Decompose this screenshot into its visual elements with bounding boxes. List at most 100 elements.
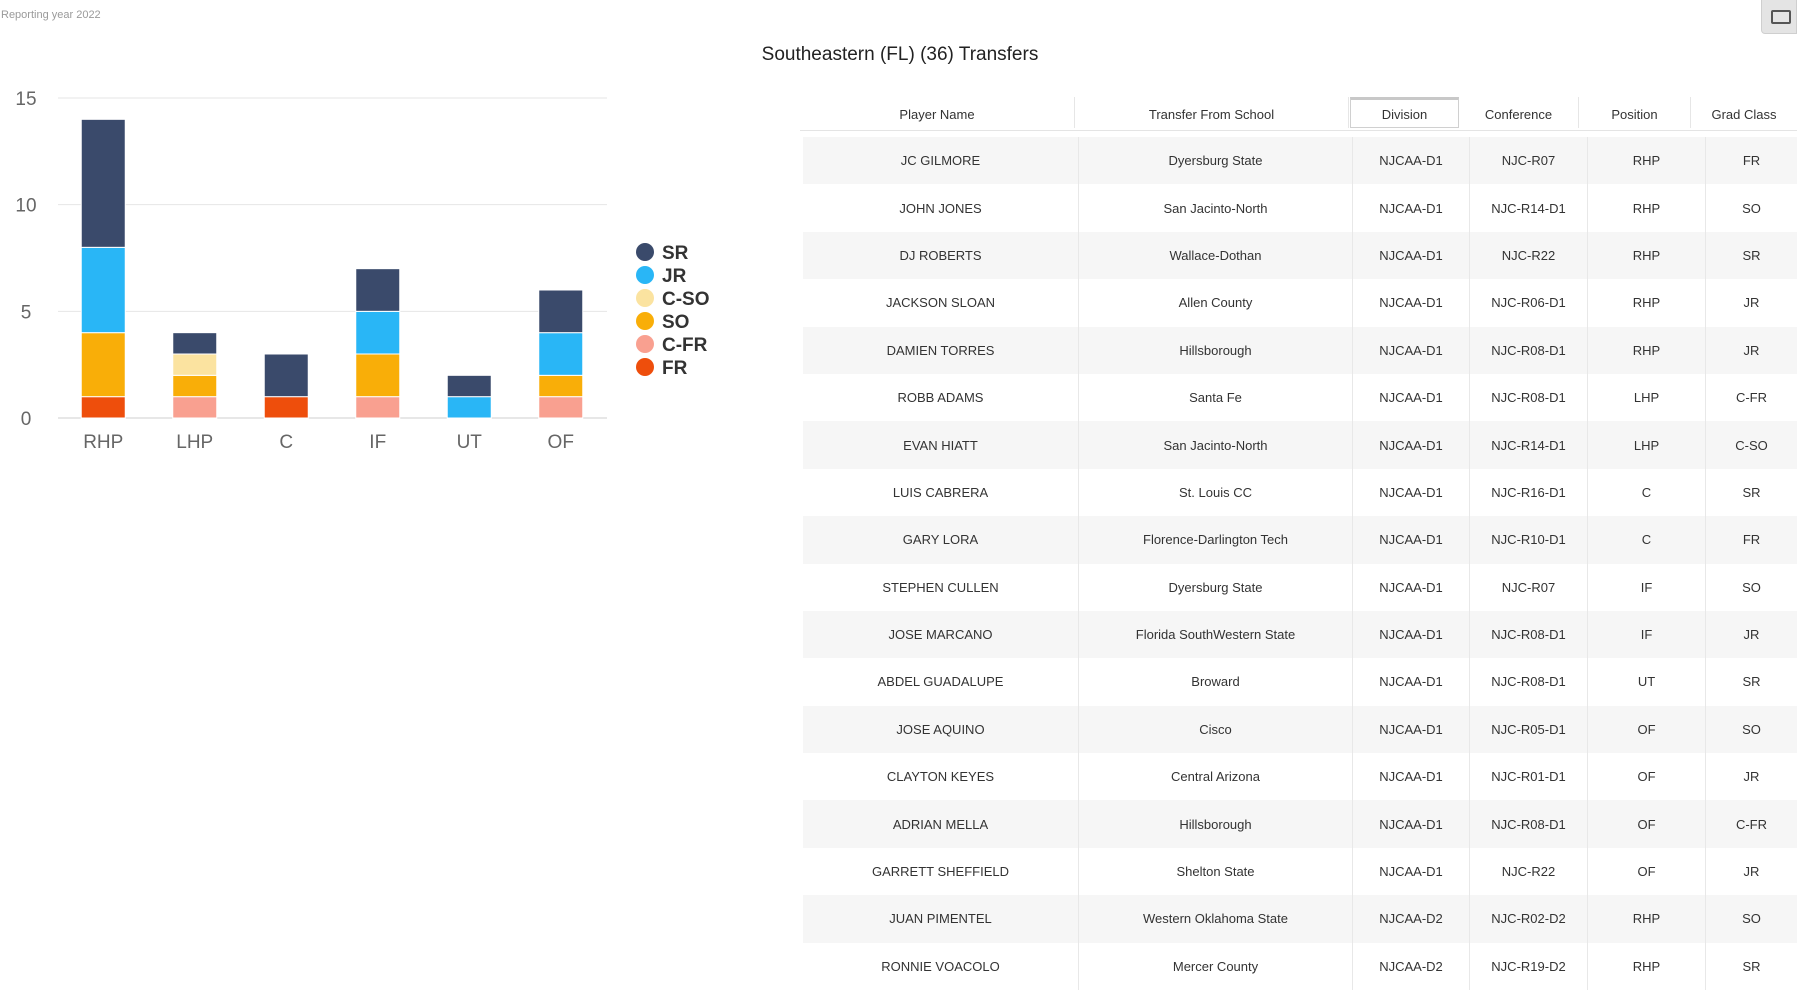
- division-cell: NJCAA-D1: [1353, 279, 1470, 327]
- legend-swatch: [636, 335, 654, 353]
- table-row[interactable]: JACKSON SLOAN Allen County NJCAA-D1 NJC-R06…: [803, 279, 1797, 327]
- school-cell: St. Louis CC: [1079, 468, 1353, 517]
- bar-segment-if-so[interactable]: [355, 353, 401, 398]
- table-row[interactable]: GARY LORA Florence-Darlington Tech NJCAA-D…: [803, 516, 1797, 564]
- division-cell: NJCAA-D1: [1353, 468, 1470, 517]
- bar-segment-rhp-sr[interactable]: [80, 118, 126, 248]
- transfers-table: Player Name Transfer From School Division C…: [800, 97, 1797, 993]
- grad-class-cell: SO: [1742, 721, 1761, 737]
- bar-segment-if-sr[interactable]: [355, 268, 401, 312]
- bar-segment-rhp-so[interactable]: [80, 332, 126, 398]
- table-row[interactable]: CLAYTON KEYES Central Arizona NJCAA-D1 NJC-…: [803, 753, 1797, 801]
- position-cell: RHP: [1588, 942, 1706, 991]
- bar-segment-rhp-jr[interactable]: [80, 246, 126, 334]
- division-cell: NJCAA-D1: [1353, 516, 1470, 564]
- grad-class-cell: C-FR: [1735, 816, 1768, 832]
- header-divider: [800, 130, 1797, 131]
- table-row[interactable]: GARRETT SHEFFIELD Shelton State NJCAA-D1 NJ…: [803, 847, 1797, 896]
- school-cell: Mercer County: [1079, 942, 1353, 991]
- legend-label: SR: [662, 243, 689, 264]
- table-row[interactable]: JOSE MARCANO Florida SouthWestern State NJ…: [803, 610, 1797, 659]
- legend-swatch: [636, 243, 654, 261]
- column-header-player-name[interactable]: Player Name: [800, 97, 1075, 128]
- player-name-cell: JC GILMORE: [803, 137, 1079, 185]
- bar-segment-if-jr[interactable]: [355, 310, 401, 355]
- player-name-cell: JOSE AQUINO: [803, 705, 1079, 754]
- grad-class-cell: SR: [1742, 484, 1761, 500]
- bar-segment-c-fr[interactable]: [263, 396, 309, 419]
- grad-class-cell: JR: [1743, 342, 1760, 358]
- table-row[interactable]: JOHN JONES San Jacinto-North NJCAA-D1 NJC-R…: [803, 184, 1797, 232]
- legend-item-c-so[interactable]: C-SO: [636, 289, 710, 310]
- division-cell: NJCAA-D1: [1353, 137, 1470, 185]
- division-cell: NJCAA-D1: [1353, 373, 1470, 422]
- conference-cell: NJC-R08-D1: [1470, 658, 1588, 706]
- conference-cell: NJC-R19-D2: [1470, 942, 1588, 991]
- column-header-position[interactable]: Position: [1579, 97, 1691, 128]
- position-cell: OF: [1588, 800, 1706, 848]
- legend-swatch: [636, 312, 654, 330]
- table-row[interactable]: EVAN HIATT San Jacinto-North NJCAA-D1 NJC-R…: [803, 421, 1797, 469]
- grad-class-cell: JR: [1743, 769, 1760, 785]
- legend-item-c-fr[interactable]: C-FR: [636, 335, 708, 356]
- bar-segment-lhp-c-fr[interactable]: [172, 396, 218, 419]
- table-row[interactable]: JOSE AQUINO Cisco NJCAA-D1 NJC-R05-D1 OF SO: [803, 705, 1797, 754]
- table-row[interactable]: RONNIE VOACOLO Mercer County NJCAA-D2 NJC-R…: [803, 942, 1797, 991]
- legend-item-fr[interactable]: FR: [636, 358, 688, 379]
- table-row[interactable]: DAMIEN TORRES Hillsborough NJCAA-D1 NJC-R08…: [803, 326, 1797, 374]
- player-name-cell: JOHN JONES: [803, 184, 1079, 232]
- table-row[interactable]: ADRIAN MELLA Hillsborough NJCAA-D1 NJC-R08-…: [803, 800, 1797, 848]
- conference-cell: NJC-R02-D2: [1470, 895, 1588, 943]
- table-row[interactable]: DJ ROBERTS Wallace-Dothan NJCAA-D1 NJC-R22 R…: [803, 231, 1797, 280]
- conference-cell: NJC-R07: [1470, 137, 1588, 185]
- table-row[interactable]: STEPHEN CULLEN Dyersburg State NJCAA-D1 NJC…: [803, 563, 1797, 611]
- bar-segment-lhp-sr[interactable]: [172, 332, 218, 355]
- bar-segment-ut-sr[interactable]: [446, 374, 492, 398]
- school-cell: Florence-Darlington Tech: [1079, 516, 1353, 564]
- table-row[interactable]: ROBB ADAMS Santa Fe NJCAA-D1 NJC-R08-D1 LHP C…: [803, 373, 1797, 422]
- legend-swatch: [636, 358, 654, 376]
- legend-item-sr[interactable]: SR: [636, 243, 689, 264]
- column-header-transfer-from-school[interactable]: Transfer From School: [1075, 97, 1349, 128]
- conference-cell: NJC-R16-D1: [1470, 468, 1588, 517]
- bar-segment-rhp-fr[interactable]: [80, 396, 126, 419]
- player-name-cell: RONNIE VOACOLO: [803, 942, 1079, 991]
- bar-segment-of-so[interactable]: [538, 374, 584, 398]
- legend-item-so[interactable]: SO: [636, 312, 689, 333]
- bar-segment-c-sr[interactable]: [263, 353, 309, 398]
- legend-item-jr[interactable]: JR: [636, 266, 687, 287]
- division-cell: NJCAA-D1: [1353, 658, 1470, 706]
- column-header-conference[interactable]: Conference: [1459, 97, 1579, 128]
- page-title: Southeastern (FL) (36) Transfers: [761, 44, 1039, 65]
- school-cell: Hillsborough: [1079, 326, 1353, 374]
- bar-segment-lhp-so[interactable]: [172, 374, 218, 398]
- legend-label: C-SO: [662, 289, 710, 310]
- fullscreen-button[interactable]: [1761, 0, 1797, 34]
- division-cell: NJCAA-D1: [1353, 231, 1470, 280]
- position-cell: LHP: [1588, 421, 1706, 469]
- player-name-cell: CLAYTON KEYES: [803, 753, 1079, 801]
- bar-segment-of-jr[interactable]: [538, 332, 584, 376]
- bar-segment-if-c-fr[interactable]: [355, 396, 401, 419]
- bar-segment-of-sr[interactable]: [538, 289, 584, 334]
- bar-segment-lhp-c-so[interactable]: [172, 353, 218, 376]
- column-header-division[interactable]: Division: [1350, 97, 1459, 128]
- division-cell: NJCAA-D1: [1353, 753, 1470, 801]
- position-cell: RHP: [1588, 279, 1706, 327]
- table-row[interactable]: JUAN PIMENTEL Western Oklahoma State NJCAA…: [803, 895, 1797, 943]
- grad-class-cell: SO: [1742, 200, 1761, 216]
- table-row[interactable]: JC GILMORE Dyersburg State NJCAA-D1 NJC-R07…: [803, 137, 1797, 185]
- bar-segment-ut-jr[interactable]: [446, 396, 492, 419]
- grad-class-cell: FR: [1742, 153, 1761, 169]
- bar-segment-of-c-fr[interactable]: [538, 396, 584, 419]
- reporting-year-label: Reporting year 2022: [1, 9, 101, 21]
- table-row[interactable]: ABDEL GUADALUPE Broward NJCAA-D1 NJC-R08-D1…: [803, 658, 1797, 706]
- school-cell: Western Oklahoma State: [1079, 895, 1353, 943]
- table-row[interactable]: LUIS CABRERA St. Louis CC NJCAA-D1 NJC-R16-…: [803, 468, 1797, 517]
- y-tick-label: 5: [21, 302, 32, 323]
- legend-label: C-FR: [662, 335, 708, 356]
- column-header-grad-class[interactable]: Grad Class: [1711, 107, 1777, 122]
- grad-class-cell: SR: [1742, 247, 1761, 263]
- conference-cell: NJC-R14-D1: [1470, 184, 1588, 232]
